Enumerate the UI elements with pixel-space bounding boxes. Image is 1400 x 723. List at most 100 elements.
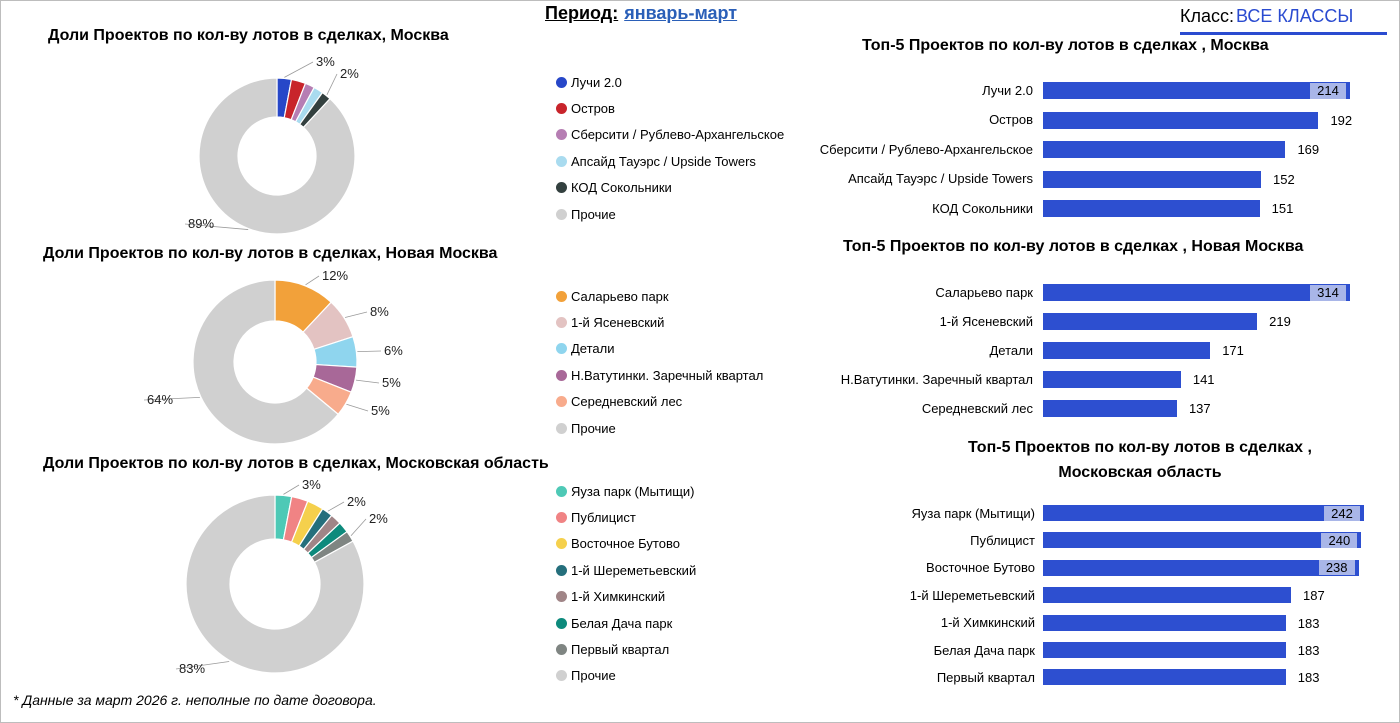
pie-leader-line [175, 661, 230, 670]
legend-item-восточное-бутово[interactable]: Восточное Бутово [556, 536, 680, 552]
bar-сберсити-рублево-архангельское [1043, 141, 1286, 158]
pie-data-label: 64% [147, 392, 173, 407]
bar-первый-квартал [1043, 669, 1286, 686]
pie-slice-прочие [192, 279, 340, 445]
pie-leader-line [346, 403, 369, 412]
bar-value-label: 214 [1310, 82, 1346, 99]
legend-item-код-сокольники[interactable]: КОД Сокольники [556, 180, 672, 196]
legend-item-сберсити-рублево-архангельское[interactable]: Сберсити / Рублево-Архангельское [556, 127, 784, 143]
bar-category-label: Детали [989, 342, 1034, 358]
pie-leader-line [184, 223, 249, 230]
bar-н-ватутинки-заречный-квартал [1043, 371, 1181, 388]
pie-moscow-chart: 3% 2% 89% [184, 54, 359, 235]
legend-item-апсайд-тауэрс-upside-towers[interactable]: Апсайд Тауэрс / Upside Towers [556, 153, 756, 169]
period-value-link[interactable]: январь-март [624, 3, 738, 23]
legend-marker-icon [556, 670, 567, 682]
pie-new-moscow-chart: 12% 8% 6% 5% 5% 64% [143, 268, 403, 445]
bar-category-label: Апсайд Тауэрс / Upside Towers [848, 171, 1033, 186]
legend-label: Первый квартал [571, 641, 670, 657]
bar-value-label: 137 [1188, 401, 1211, 416]
legend-item-прочие[interactable]: Прочие [556, 420, 616, 436]
legend-marker-icon [556, 538, 567, 550]
legend-marker-icon [556, 485, 567, 497]
legend-label: Прочие [571, 420, 616, 436]
bar-category-label: Остров [989, 112, 1033, 127]
bar-category-label: Белая Дача парк [933, 642, 1035, 658]
bar-new-moscow-title: Топ-5 Проектов по кол-ву лотов в сделках… [843, 238, 1304, 255]
class-value[interactable]: ВСЕ КЛАССЫ [1236, 6, 1354, 26]
pie-leader-line [350, 518, 367, 537]
bar-value-label: 192 [1330, 112, 1353, 128]
bar-value-label: 183 [1297, 670, 1320, 686]
legend-label: Яуза парк (Мытищи) [571, 483, 695, 499]
bar-value-label: 183 [1297, 643, 1320, 658]
pie-data-label: 89% [188, 216, 214, 231]
legend-marker-icon [556, 643, 567, 655]
legend-item-середневский-лес[interactable]: Середневский лес [556, 394, 682, 410]
legend-label: Прочие [571, 206, 616, 222]
legend-item-публицист[interactable]: Публицист [556, 509, 636, 525]
pie-data-label: 83% [179, 661, 205, 676]
legend-marker-icon [556, 564, 567, 576]
bar-category-label: Лучи 2.0 [982, 82, 1033, 98]
pie-mo-chart: 3% 2%2% 83% [175, 477, 388, 676]
legend-marker-icon [556, 396, 567, 408]
legend-item-н-ватутинки-заречный-квартал[interactable]: Н.Ватутинки. Заречный квартал [556, 367, 763, 383]
bar-category-label: Н.Ватутинки. Заречный квартал [840, 371, 1033, 387]
bar-moscow-title: Топ-5 Проектов по кол-ву лотов в сделках… [862, 37, 1269, 54]
legend-item-детали[interactable]: Детали [556, 341, 615, 357]
pie-data-label: 2% [340, 66, 359, 81]
legend-item-первый-квартал[interactable]: Первый квартал [556, 641, 669, 657]
legend-label: 1-й Шереметьевский [571, 562, 697, 578]
bar-value-label: 314 [1310, 284, 1346, 301]
legend-marker-icon [556, 129, 567, 141]
legend-item-яуза-парк-мытищи[interactable]: Яуза парк (Мытищи) [556, 483, 695, 499]
legend-item-прочие[interactable]: Прочие [556, 668, 616, 684]
bar-category-label: Яуза парк (Мытищи) [911, 505, 1036, 521]
legend-label: 1-й Химкинский [571, 589, 666, 605]
bar-category-label: КОД Сокольники [932, 200, 1033, 216]
legend-label: Детали [571, 341, 615, 357]
legend-item-1-й-шереметьевский[interactable]: 1-й Шереметьевский [556, 562, 696, 578]
legend-item-1-й-ясеневский[interactable]: 1-й Ясеневский [556, 314, 664, 330]
legend-label: Остров [571, 100, 615, 116]
legend-marker-icon [556, 76, 567, 88]
bar-category-label: Первый квартал [936, 669, 1035, 685]
bar-category-label: 1-й Ясеневский [939, 313, 1033, 329]
legend-item-прочие[interactable]: Прочие [556, 206, 616, 222]
pie-data-label: 3% [316, 54, 335, 69]
legend-marker-icon [556, 182, 567, 194]
legend-label: Белая Дача парк [571, 615, 673, 631]
legend-item-саларьево-парк[interactable]: Саларьево парк [556, 288, 669, 304]
legend-marker-icon [556, 290, 567, 302]
pie-leader-line [143, 396, 200, 401]
pie-mo-title: Доли Проектов по кол-ву лотов в сделках,… [43, 455, 549, 472]
pie-moscow-title: Доли Проектов по кол-ву лотов в сделках,… [48, 27, 449, 44]
legend-label: Саларьево парк [571, 288, 669, 304]
pie-leader-line [327, 501, 345, 512]
pie-leader-line [357, 350, 382, 352]
legend-marker-icon [556, 511, 567, 523]
legend-marker-icon [556, 591, 567, 603]
pie-leader-line [284, 61, 314, 78]
bar-value-label: 183 [1297, 615, 1320, 631]
legend-marker-icon [556, 343, 567, 355]
class-filter[interactable]: Класс: ВСЕ КЛАССЫ [1180, 6, 1353, 27]
pie-data-label: 6% [384, 343, 403, 358]
legend-item-1-й-химкинский[interactable]: 1-й Химкинский [556, 589, 665, 605]
bar-остров [1043, 111, 1319, 129]
pie-data-label: 2% [347, 494, 366, 509]
legend-item-лучи-2-0[interactable]: Лучи 2.0 [556, 74, 622, 90]
pie-leader-line [283, 484, 300, 495]
legend-marker-icon [556, 422, 567, 434]
legend-label: Середневский лес [571, 394, 683, 410]
legend-label: Прочие [571, 668, 616, 684]
bar-апсайд-тауэрс-upside-towers [1043, 170, 1262, 188]
legend-marker-icon [556, 617, 567, 629]
legend-label: Публицист [571, 509, 636, 525]
legend-item-белая-дача-парк[interactable]: Белая Дача парк [556, 615, 672, 631]
bar-category-label: 1-й Шереметьевский [909, 587, 1035, 603]
bar-середневский-лес [1043, 400, 1177, 417]
legend-item-остров[interactable]: Остров [556, 100, 615, 116]
bar-value-label: 238 [1318, 560, 1355, 576]
